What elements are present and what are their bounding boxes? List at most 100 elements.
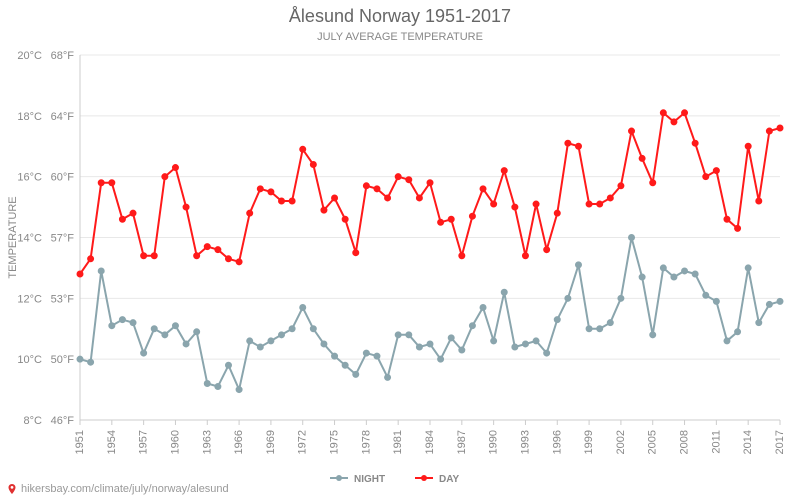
series-marker-night bbox=[756, 320, 762, 326]
series-marker-day bbox=[172, 165, 178, 171]
series-marker-day bbox=[183, 204, 189, 210]
series-marker-night bbox=[586, 326, 592, 332]
ytick-celsius: 20°C bbox=[17, 50, 42, 62]
series-marker-day bbox=[279, 198, 285, 204]
series-marker-day bbox=[671, 119, 677, 125]
series-marker-night bbox=[533, 338, 539, 344]
series-marker-day bbox=[310, 162, 316, 168]
legend-label-day: DAY bbox=[439, 474, 460, 485]
series-marker-night bbox=[247, 338, 253, 344]
legend-marker-night bbox=[336, 475, 342, 481]
series-marker-day bbox=[406, 177, 412, 183]
series-marker-night bbox=[735, 329, 741, 335]
ytick-fahrenheit: 50°F bbox=[51, 354, 75, 366]
series-marker-night bbox=[766, 301, 772, 307]
series-marker-day bbox=[332, 195, 338, 201]
series-marker-day bbox=[565, 140, 571, 146]
series-marker-night bbox=[618, 295, 624, 301]
legend-marker-day bbox=[421, 475, 427, 481]
series-marker-day bbox=[119, 216, 125, 222]
series-marker-night bbox=[671, 274, 677, 280]
series-marker-day bbox=[713, 168, 719, 174]
series-marker-day bbox=[777, 125, 783, 131]
series-marker-night bbox=[724, 338, 730, 344]
series-marker-night bbox=[427, 341, 433, 347]
series-marker-day bbox=[236, 259, 242, 265]
series-marker-day bbox=[586, 201, 592, 207]
series-marker-day bbox=[703, 174, 709, 180]
xtick-label: 2014 bbox=[742, 430, 754, 454]
series-marker-night bbox=[215, 384, 221, 390]
series-marker-day bbox=[438, 219, 444, 225]
series-marker-night bbox=[353, 371, 359, 377]
attribution-text: hikersbay.com/climate/july/norway/alesun… bbox=[21, 483, 229, 495]
series-marker-day bbox=[448, 216, 454, 222]
series-marker-day bbox=[427, 180, 433, 186]
ytick-fahrenheit: 68°F bbox=[51, 50, 75, 62]
xtick-label: 1960 bbox=[169, 430, 181, 454]
series-marker-day bbox=[194, 253, 200, 259]
series-line-day bbox=[80, 113, 780, 274]
xtick-label: 1972 bbox=[297, 430, 309, 454]
series-marker-night bbox=[130, 320, 136, 326]
legend-label-night: NIGHT bbox=[354, 474, 385, 485]
series-marker-night bbox=[522, 341, 528, 347]
series-marker-night bbox=[448, 335, 454, 341]
xtick-label: 2008 bbox=[679, 430, 691, 454]
series-marker-night bbox=[77, 356, 83, 362]
xtick-label: 1969 bbox=[265, 430, 277, 454]
ytick-celsius: 12°C bbox=[17, 293, 42, 305]
series-marker-day bbox=[745, 143, 751, 149]
series-marker-day bbox=[692, 140, 698, 146]
series-marker-night bbox=[703, 292, 709, 298]
series-marker-day bbox=[321, 207, 327, 213]
series-marker-day bbox=[225, 256, 231, 262]
series-marker-day bbox=[480, 186, 486, 192]
series-marker-night bbox=[257, 344, 263, 350]
series-marker-night bbox=[88, 359, 94, 365]
series-marker-night bbox=[692, 271, 698, 277]
xtick-label: 1990 bbox=[488, 430, 500, 454]
series-marker-night bbox=[119, 317, 125, 323]
series-marker-night bbox=[332, 353, 338, 359]
series-marker-day bbox=[395, 174, 401, 180]
series-marker-day bbox=[109, 180, 115, 186]
series-marker-day bbox=[162, 174, 168, 180]
series-marker-day bbox=[77, 271, 83, 277]
series-marker-day bbox=[575, 143, 581, 149]
series-marker-day bbox=[766, 128, 772, 134]
series-marker-night bbox=[682, 268, 688, 274]
series-marker-night bbox=[162, 332, 168, 338]
series-marker-night bbox=[98, 268, 104, 274]
series-line-night bbox=[80, 238, 780, 390]
series-marker-day bbox=[385, 195, 391, 201]
series-marker-day bbox=[215, 247, 221, 253]
series-marker-night bbox=[459, 347, 465, 353]
series-marker-night bbox=[565, 295, 571, 301]
series-marker-day bbox=[204, 244, 210, 250]
xtick-label: 1951 bbox=[74, 430, 86, 454]
map-pin-icon bbox=[6, 482, 18, 496]
series-marker-day bbox=[639, 155, 645, 161]
series-marker-night bbox=[321, 341, 327, 347]
series-marker-night bbox=[342, 362, 348, 368]
chart-subtitle: JULY AVERAGE TEMPERATURE bbox=[317, 31, 483, 43]
series-marker-day bbox=[257, 186, 263, 192]
series-marker-night bbox=[151, 326, 157, 332]
ytick-celsius: 10°C bbox=[17, 354, 42, 366]
xtick-label: 1966 bbox=[233, 430, 245, 454]
series-marker-night bbox=[225, 362, 231, 368]
xtick-label: 1996 bbox=[551, 430, 563, 454]
series-marker-night bbox=[194, 329, 200, 335]
series-marker-night bbox=[172, 323, 178, 329]
series-marker-day bbox=[597, 201, 603, 207]
series-marker-day bbox=[416, 195, 422, 201]
series-marker-night bbox=[279, 332, 285, 338]
temperature-chart: Ålesund Norway 1951-2017JULY AVERAGE TEM… bbox=[0, 0, 800, 500]
series-marker-night bbox=[660, 265, 666, 271]
series-marker-day bbox=[268, 189, 274, 195]
series-marker-night bbox=[745, 265, 751, 271]
series-marker-day bbox=[342, 216, 348, 222]
series-marker-day bbox=[459, 253, 465, 259]
xtick-label: 1984 bbox=[424, 430, 436, 454]
